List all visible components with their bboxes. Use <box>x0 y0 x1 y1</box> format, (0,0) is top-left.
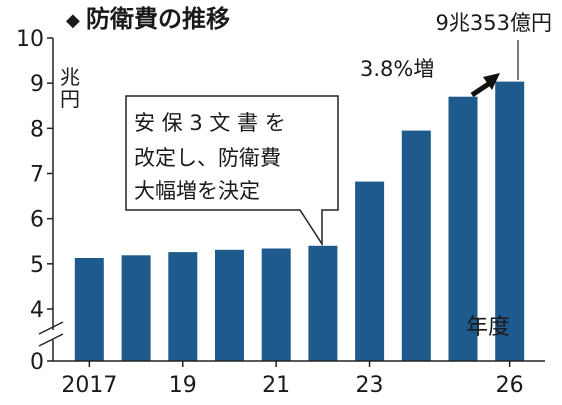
bar-2021 <box>261 248 291 361</box>
chart-title: 防衛費の推移 <box>86 5 230 33</box>
bar-2020 <box>215 249 244 361</box>
bar-2017 <box>74 258 104 361</box>
y-tick-label-8: 8 <box>30 117 44 142</box>
bar-2025 <box>448 96 478 361</box>
callout-box <box>125 95 339 247</box>
axis-break-mark-upper <box>38 321 64 335</box>
axis-break-mark-lower <box>38 333 64 347</box>
y-tick-label-7: 7 <box>30 163 44 188</box>
bar-2023 <box>355 181 385 361</box>
y-tick-label-4: 4 <box>30 298 44 323</box>
y-tick-label-9: 9 <box>30 72 44 97</box>
callout: 安 保 3 文 書 を 改定し、防衛費 大幅増を決定 <box>125 95 339 247</box>
growth-arrow-icon <box>483 73 500 90</box>
x-tick-label-2026: 26 <box>496 373 524 398</box>
bar-2022 <box>308 245 338 361</box>
x-tick-label-2023: 23 <box>356 373 384 398</box>
last-value-label: 9兆353億円 <box>436 11 552 35</box>
x-tick-label-2021: 21 <box>262 373 290 398</box>
bar-2019 <box>168 252 198 361</box>
bar-2018 <box>121 255 151 361</box>
y-tick-label-5: 5 <box>30 253 44 278</box>
y-tick-label-10: 10 <box>16 27 44 52</box>
axis-break-gap <box>41 330 65 340</box>
bar-2026 <box>495 81 525 361</box>
unit-label-line-1: 兆 <box>60 65 80 89</box>
x-tick-label-2017: 2017 <box>61 373 117 398</box>
callout-line-1: 安 保 3 文 書 を <box>134 111 286 135</box>
growth-arrow-shaft <box>470 80 492 98</box>
x-tick-label-2019: 19 <box>169 373 197 398</box>
y-tick-label-0: 0 <box>30 350 44 375</box>
y-tick-label-6: 6 <box>30 208 44 233</box>
bar-2024 <box>401 130 431 361</box>
title-marker-icon: ◆ <box>66 10 80 31</box>
callout-line-2: 改定し、防衛費 <box>134 146 281 170</box>
callout-line-3: 大幅増を決定 <box>134 179 260 203</box>
x-axis-label: 年度 <box>466 315 510 340</box>
growth-label: 3.8%増 <box>360 57 434 81</box>
unit-label-line-2: 円 <box>60 87 80 111</box>
